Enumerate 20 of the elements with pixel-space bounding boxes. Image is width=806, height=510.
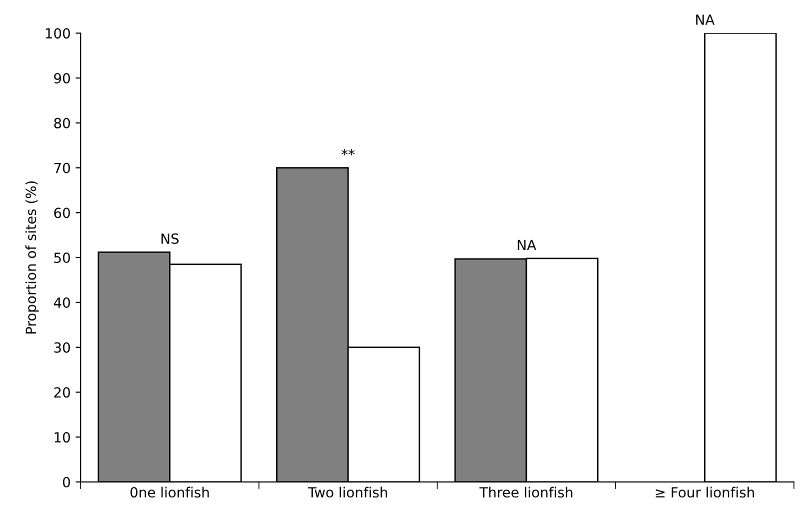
x-tick-label: 0ne lionfish <box>130 486 209 498</box>
y-tick-label: 50 <box>54 252 70 264</box>
y-tick-label: 20 <box>54 387 70 398</box>
x-tick-label: Three lionfish <box>479 486 572 498</box>
y-tick-label: 0 <box>62 476 70 488</box>
y-tick-label: 100 <box>46 28 70 39</box>
annotation: NA <box>696 14 715 25</box>
x-tick-label: Two lionfish <box>308 486 388 498</box>
y-axis-title: Proportion of sites (%) <box>25 181 39 334</box>
y-tick-label: 70 <box>54 162 70 174</box>
annotation: NA <box>518 240 536 250</box>
y-tick-label: 30 <box>54 342 70 353</box>
x-tick-label: ≥ Four lionfish <box>656 486 754 498</box>
annotation: NS <box>162 233 179 244</box>
y-tick-label: 90 <box>54 73 70 84</box>
y-tick-label: 80 <box>54 118 70 128</box>
y-tick-label: 40 <box>54 297 70 308</box>
y-tick-label: 10 <box>54 432 70 443</box>
y-tick-label: 60 <box>54 208 70 218</box>
annotation: ** <box>342 149 355 156</box>
